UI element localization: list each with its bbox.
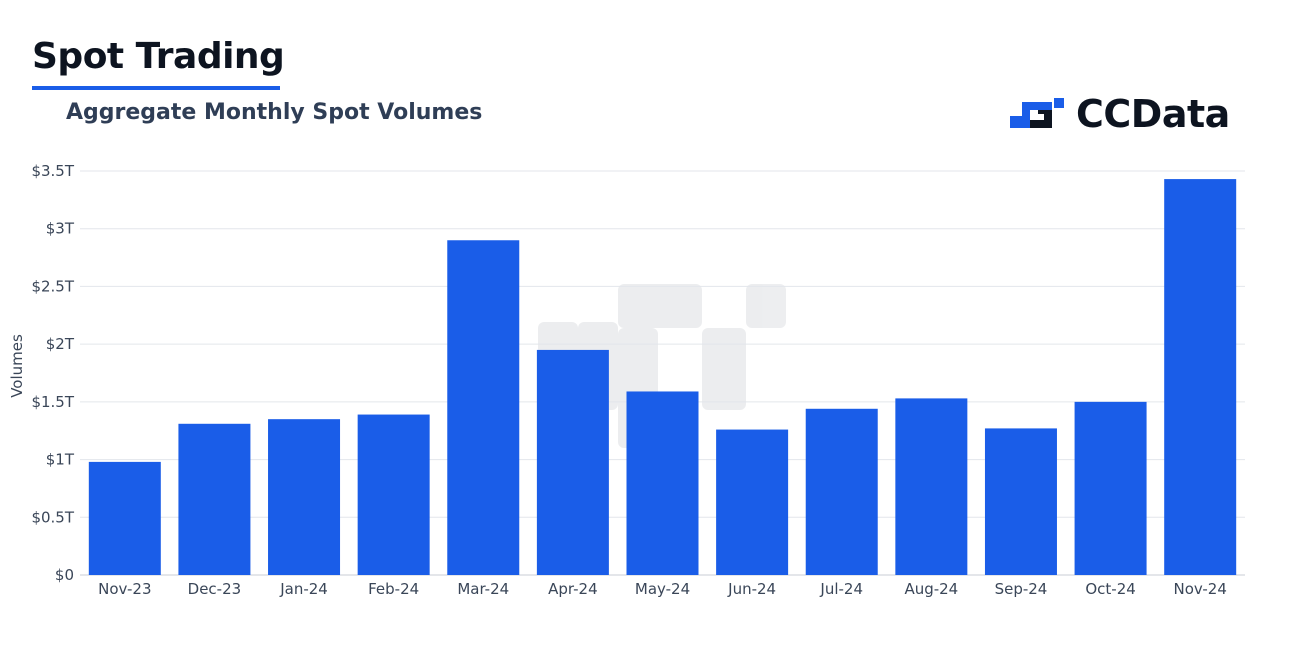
- y-tick-label: $1.5T: [31, 393, 74, 411]
- bar-apr-24: [536, 349, 609, 575]
- bar-aug-24: [895, 398, 968, 575]
- y-tick-label: $2T: [46, 335, 75, 353]
- x-tick-label: Jul-24: [819, 580, 863, 598]
- y-tick-label: $0.5T: [31, 508, 74, 526]
- page-title: Spot Trading: [32, 36, 285, 77]
- x-tick-label: Dec-23: [188, 580, 242, 598]
- brand-name: CCData: [1076, 92, 1230, 136]
- x-tick-label: May-24: [635, 580, 690, 598]
- x-tick-label: Aug-24: [904, 580, 958, 598]
- y-tick-label: $3T: [46, 220, 75, 238]
- ccdata-logo-icon: [1010, 98, 1064, 128]
- y-tick-label: $2.5T: [31, 277, 74, 295]
- chart-title: Aggregate Monthly Spot Volumes: [66, 100, 483, 125]
- y-axis-title: Volumes: [8, 334, 26, 398]
- x-tick-label: Oct-24: [1085, 580, 1135, 598]
- x-tick-label: Nov-23: [98, 580, 151, 598]
- x-tick-label: Feb-24: [368, 580, 419, 598]
- title-underline: [32, 86, 280, 90]
- x-tick-label: Sep-24: [995, 580, 1048, 598]
- y-tick-label: $1T: [46, 451, 75, 469]
- x-tick-label: Jan-24: [279, 580, 328, 598]
- x-axis-ticks: Nov-23 Dec-23 Jan-24 Feb-24 Mar-24 Apr-24 May-…: [98, 580, 1227, 598]
- bar-nov-24: [1164, 179, 1237, 575]
- x-tick-label: Mar-24: [457, 580, 509, 598]
- x-tick-label: Jun-24: [727, 580, 776, 598]
- bar-sep-24: [984, 428, 1057, 575]
- bar-oct-24: [1074, 401, 1147, 575]
- x-tick-label: Nov-24: [1174, 580, 1227, 598]
- bars: [88, 179, 1237, 575]
- bar-mar-24: [447, 240, 520, 575]
- y-tick-label: $3.5T: [31, 162, 74, 180]
- bar-may-24: [626, 391, 699, 575]
- brand-logo: CCData: [1008, 92, 1230, 136]
- y-tick-label: $0: [55, 566, 74, 584]
- bar-dec-23: [178, 423, 251, 575]
- bar-jan-24: [268, 419, 341, 575]
- bar-nov-23: [88, 461, 161, 575]
- bar-feb-24: [357, 414, 430, 575]
- bar-jul-24: [805, 408, 878, 575]
- y-axis-ticks: $0 $0.5T $1T $1.5T $2T $2.5T $3T $3.5T: [31, 162, 74, 584]
- bar-jun-24: [716, 429, 789, 575]
- x-tick-label: Apr-24: [548, 580, 598, 598]
